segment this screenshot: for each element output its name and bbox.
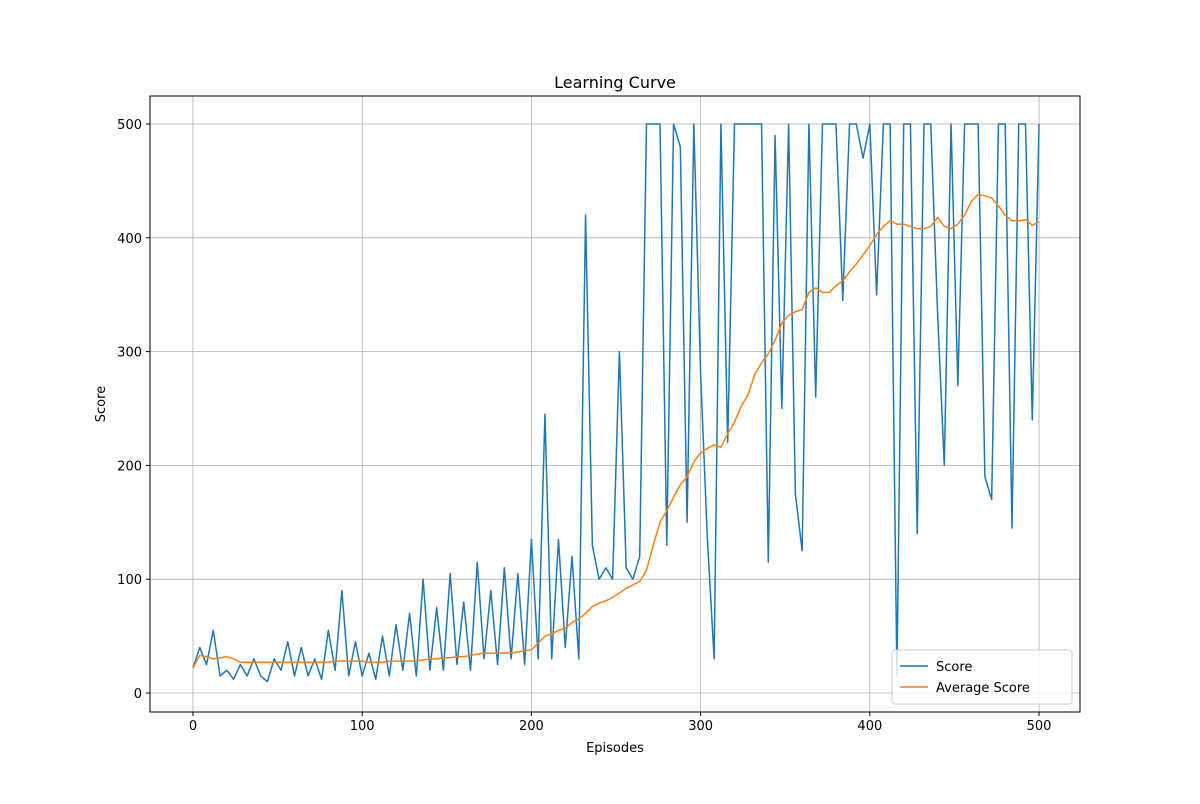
legend-label: Average Score bbox=[936, 681, 1030, 696]
x-tick-label: 0 bbox=[189, 719, 197, 734]
y-tick-label: 0 bbox=[134, 687, 142, 702]
y-tick-label: 500 bbox=[117, 118, 142, 133]
y-tick-label: 300 bbox=[117, 346, 142, 361]
legend-box bbox=[891, 649, 1073, 705]
x-tick-label: 300 bbox=[688, 719, 713, 734]
y-tick-label: 100 bbox=[117, 573, 142, 588]
x-axis-label: Episodes bbox=[586, 741, 644, 756]
data-line bbox=[192, 123, 1040, 683]
y-tick-label: 400 bbox=[117, 232, 142, 247]
y-tick-label: 200 bbox=[117, 459, 142, 474]
y-axis-label: Score bbox=[94, 386, 109, 422]
x-tick-label: 200 bbox=[519, 719, 544, 734]
x-tick-label: 400 bbox=[857, 719, 882, 734]
data-line bbox=[192, 193, 1040, 669]
x-tick-label: 100 bbox=[350, 719, 375, 734]
chart-title: Learning Curve bbox=[554, 73, 676, 92]
x-tick-label: 500 bbox=[1027, 719, 1052, 734]
legend-label: Score bbox=[936, 660, 972, 675]
axes-frame bbox=[149, 95, 1081, 713]
